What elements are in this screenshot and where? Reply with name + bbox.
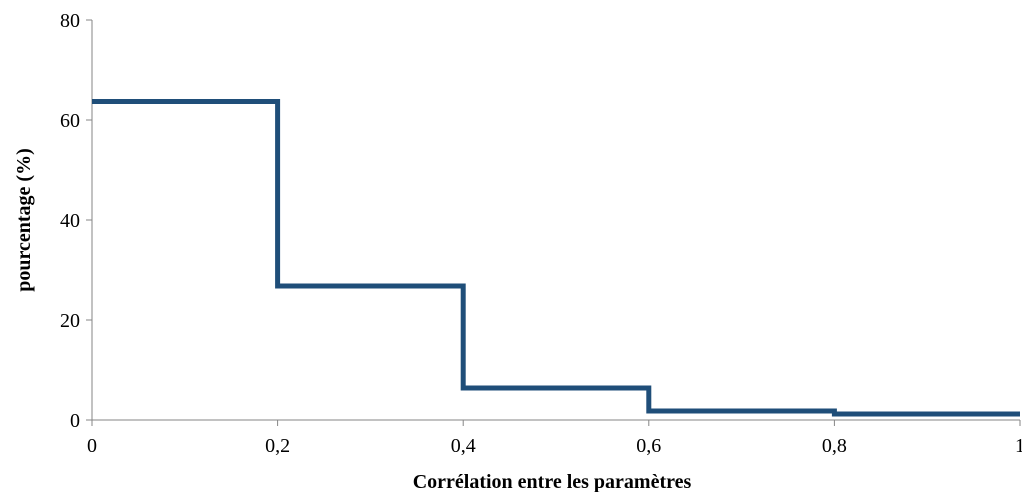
series-step-line [92, 99, 1020, 417]
ticks: 0 20 40 60 80 0 0,2 0,4 0,6 0,8 1 [60, 10, 1022, 457]
x-tick-label: 1 [1015, 435, 1022, 457]
series [92, 99, 1020, 417]
y-tick-label: 60 [60, 110, 80, 132]
axes [91, 20, 1020, 421]
x-tick-label: 0,8 [822, 435, 847, 457]
x-tick-label: 0 [87, 435, 97, 457]
x-tick-label: 0,4 [451, 435, 476, 457]
x-axis-title: Corrélation entre les paramètres [413, 471, 692, 492]
y-tick-label: 40 [60, 210, 80, 232]
x-tick-label: 0,2 [265, 435, 290, 457]
x-tick-label: 0,6 [636, 435, 661, 457]
y-tick-label: 20 [60, 310, 80, 332]
y-tick-label: 0 [70, 410, 80, 432]
y-axis-title: pourcentage (%) [13, 148, 35, 292]
y-tick-label: 80 [60, 10, 80, 32]
